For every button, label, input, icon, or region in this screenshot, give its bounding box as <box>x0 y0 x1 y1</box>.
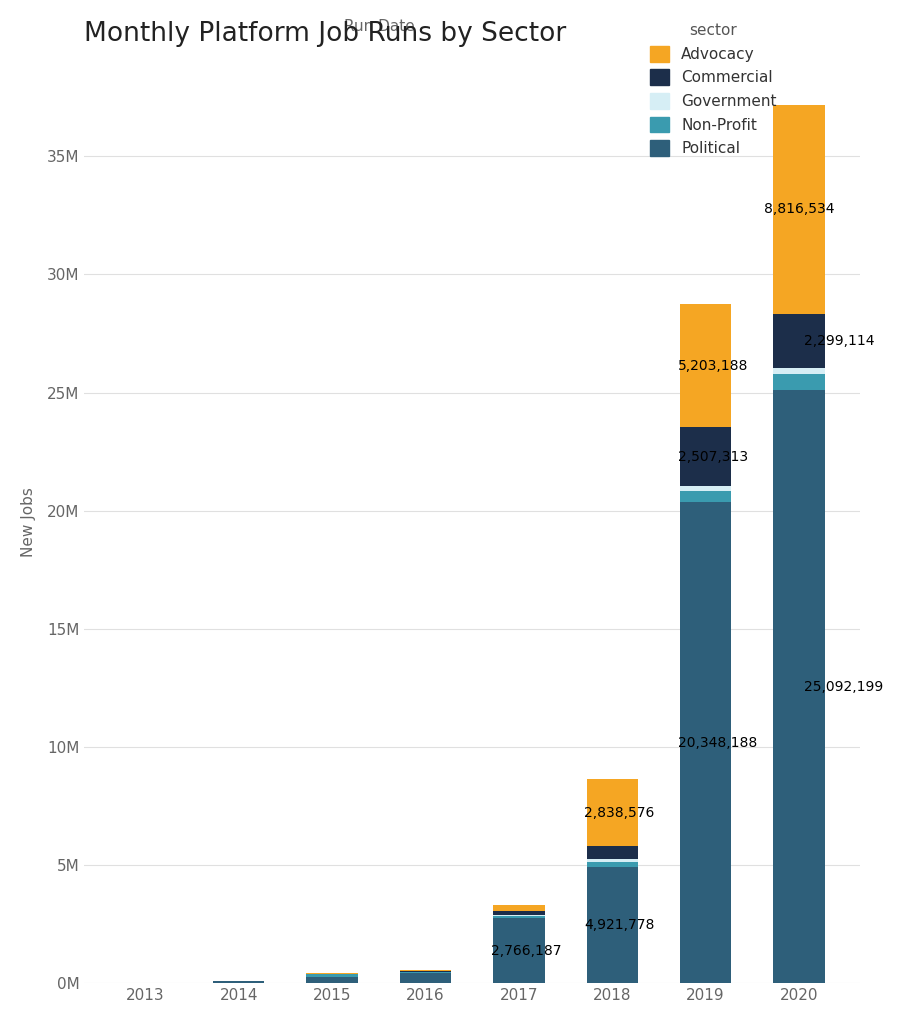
Bar <box>586 859 638 862</box>
Text: 20,348,188: 20,348,188 <box>677 736 757 750</box>
Text: 25,092,199: 25,092,199 <box>804 680 883 694</box>
Bar <box>680 427 732 486</box>
Text: Run Date: Run Date <box>344 19 415 34</box>
Bar <box>680 486 732 490</box>
Bar <box>306 974 358 977</box>
Legend: Advocacy, Commercial, Government, Non-Profit, Political: Advocacy, Commercial, Government, Non-Pr… <box>651 24 776 157</box>
Bar <box>400 970 451 972</box>
Bar <box>586 846 638 859</box>
Bar <box>774 390 824 983</box>
Bar <box>494 915 544 918</box>
Bar <box>400 972 451 974</box>
Bar <box>774 313 824 368</box>
Text: 2,299,114: 2,299,114 <box>804 334 874 348</box>
Bar <box>774 368 824 374</box>
Y-axis label: New Jobs: New Jobs <box>21 487 35 557</box>
Bar <box>306 977 358 983</box>
Bar <box>774 374 824 390</box>
Text: 2,766,187: 2,766,187 <box>491 944 562 957</box>
Bar <box>494 918 544 983</box>
Bar <box>680 490 732 503</box>
Bar <box>494 905 544 911</box>
Text: Monthly Platform Job Runs by Sector: Monthly Platform Job Runs by Sector <box>85 20 566 47</box>
Bar <box>494 911 544 915</box>
Bar <box>213 981 265 983</box>
Text: 4,921,778: 4,921,778 <box>584 919 654 932</box>
Text: 8,816,534: 8,816,534 <box>764 203 834 216</box>
Text: 2,838,576: 2,838,576 <box>584 806 654 819</box>
Text: 5,203,188: 5,203,188 <box>677 358 748 373</box>
Bar <box>586 867 638 983</box>
Bar <box>586 779 638 846</box>
Bar <box>680 503 732 983</box>
Bar <box>400 974 451 983</box>
Bar <box>586 862 638 867</box>
Bar <box>774 105 824 313</box>
Text: 2,507,313: 2,507,313 <box>677 450 748 464</box>
Bar <box>680 304 732 427</box>
